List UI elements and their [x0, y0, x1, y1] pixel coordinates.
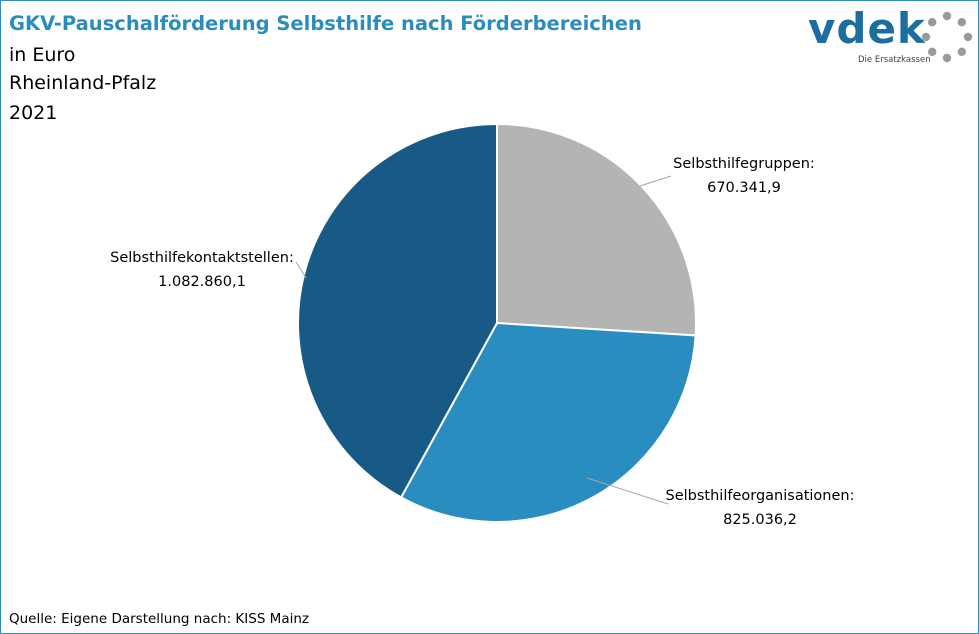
slice-value-1: 670.341,9: [707, 180, 781, 196]
year-line: 2021: [9, 102, 58, 124]
pie-slice-2: [399, 321, 697, 523]
vdek-logo: vdek Die Ersatzkassen: [808, 4, 973, 70]
logo-tagline: Die Ersatzkassen: [858, 55, 931, 65]
slice-value-3: 1.082.860,1: [158, 274, 246, 290]
slice-label-1: Selbsthilfegruppen:: [673, 156, 815, 172]
chart-title: GKV-Pauschalförderung Selbsthilfe nach F…: [9, 12, 642, 35]
logo-wordmark: vdek: [808, 4, 926, 53]
region-line: Rheinland-Pfalz: [9, 72, 157, 94]
slice-value-2: 825.036,2: [723, 512, 797, 528]
pie-slice-1: [496, 122, 697, 337]
source-note: Quelle: Eigene Darstellung nach: KISS Ma…: [9, 611, 309, 627]
leader-line-1: [639, 175, 672, 187]
unit-line: in Euro: [9, 44, 76, 66]
leader-line-2: [586, 477, 669, 505]
slice-label-3: Selbsthilfekontaktstellen:: [110, 250, 294, 266]
pie-slice-3: [297, 122, 498, 499]
slice-label-2: Selbsthilfeorganisationen:: [666, 488, 855, 504]
leader-line-3: [295, 261, 307, 279]
logo-ring-icon: [921, 11, 973, 63]
